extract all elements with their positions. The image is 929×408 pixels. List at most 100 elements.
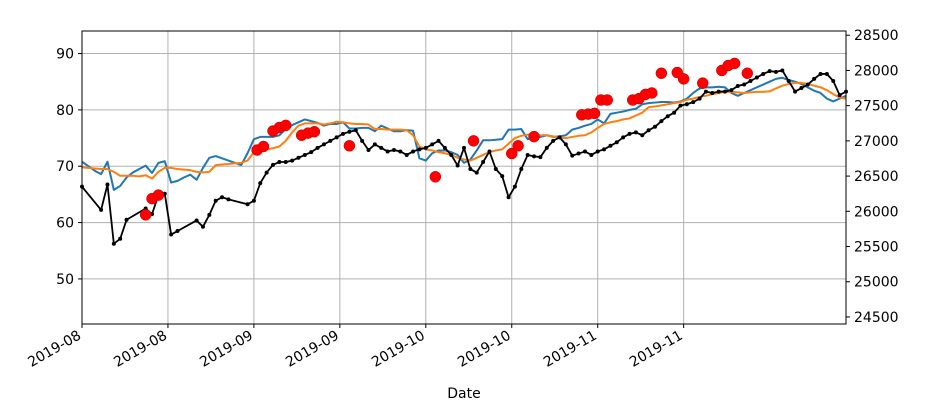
series-point	[226, 197, 231, 202]
highlight-marker	[343, 140, 356, 152]
y-left-tick-label: 70	[56, 159, 74, 175]
x-tick-label: 2019-10	[455, 328, 514, 371]
marker-layer	[139, 57, 754, 221]
series-point	[124, 217, 129, 222]
series-point	[417, 147, 422, 152]
series-point	[799, 86, 804, 91]
series-point	[277, 160, 282, 165]
series-point	[767, 69, 772, 74]
series-point	[200, 224, 205, 229]
series-point	[372, 142, 377, 147]
series-point	[653, 124, 657, 129]
series-point	[672, 110, 677, 115]
series-layer	[80, 68, 848, 246]
y-right-tick-label: 28000	[854, 63, 899, 79]
y-left-tick-label: 60	[56, 216, 74, 232]
series-point	[207, 212, 212, 217]
series-point	[748, 79, 753, 84]
series-point	[576, 151, 581, 156]
y-right-tick-label: 27000	[854, 134, 899, 150]
series-point	[430, 142, 435, 147]
x-tick-label: 2019-09	[283, 328, 342, 371]
series-point	[812, 76, 817, 81]
series-point	[525, 152, 530, 157]
series-point	[831, 79, 836, 84]
series-point	[837, 93, 842, 98]
series-point	[309, 150, 314, 155]
series-point	[220, 195, 225, 200]
x-tick-label: 2019-10	[369, 328, 428, 371]
series-point	[347, 129, 352, 134]
series-point	[703, 89, 708, 94]
y-right-tick-label: 27500	[854, 99, 899, 115]
series-point	[245, 202, 250, 207]
highlight-marker	[655, 67, 668, 80]
highlight-marker	[512, 140, 524, 152]
series-point	[302, 152, 307, 157]
x-tick-label: 2019-11	[627, 328, 686, 371]
series-point	[786, 79, 791, 84]
series-point	[105, 182, 110, 187]
series-point	[398, 149, 403, 154]
series-point	[614, 140, 619, 145]
series-line-2	[81, 81, 847, 180]
series-point	[754, 75, 759, 80]
series-point	[264, 170, 269, 175]
series-point	[366, 148, 371, 153]
series-point	[379, 145, 384, 150]
highlight-marker	[677, 73, 690, 85]
highlight-marker	[152, 189, 165, 201]
x-tick-label: 2019-08	[111, 328, 170, 371]
series-point	[423, 145, 428, 150]
series-point	[544, 145, 549, 150]
series-point	[111, 241, 116, 246]
y-right-tick-label: 26500	[854, 169, 899, 185]
series-point	[633, 130, 638, 135]
y-left-tick-label: 80	[56, 103, 74, 119]
highlight-marker	[139, 209, 152, 221]
series-point	[481, 160, 486, 165]
series-point	[462, 145, 466, 150]
highlight-marker	[308, 125, 321, 138]
series-point	[360, 138, 365, 143]
series-point	[659, 119, 664, 124]
series-point	[818, 71, 823, 76]
y-right-tick-label: 26000	[854, 204, 899, 220]
series-point	[468, 167, 473, 172]
series-point	[436, 138, 441, 143]
highlight-marker	[279, 119, 292, 132]
series-point	[474, 170, 479, 175]
series-point	[716, 89, 721, 94]
series-point	[353, 128, 358, 133]
series-point	[512, 184, 517, 189]
series-point	[519, 167, 524, 172]
series-point	[449, 152, 454, 157]
series-point	[321, 142, 326, 147]
y-right-tick-label: 24500	[854, 310, 899, 326]
series-point	[283, 160, 288, 165]
series-point	[385, 149, 390, 154]
x-tick-label: 2019-09	[197, 328, 256, 371]
series-point	[627, 131, 632, 136]
series-point	[213, 198, 218, 203]
series-line-3	[81, 69, 847, 245]
highlight-marker	[467, 135, 480, 147]
series-point	[824, 71, 829, 76]
series-point	[341, 131, 346, 136]
series-point	[455, 163, 460, 168]
grid-layer	[81, 31, 846, 324]
y-right-tick-label: 25000	[854, 275, 899, 291]
series-point	[404, 152, 409, 157]
series-point	[589, 152, 594, 157]
series-point	[723, 89, 728, 94]
series-point	[570, 153, 575, 158]
y-left-tick-label: 50	[56, 272, 74, 288]
x-axis-title: Date	[447, 386, 480, 402]
series-point	[773, 69, 778, 74]
highlight-marker	[588, 107, 601, 120]
series-point	[761, 71, 766, 76]
series-point	[506, 195, 511, 200]
series-point	[290, 158, 295, 163]
plot-frame	[81, 30, 847, 325]
